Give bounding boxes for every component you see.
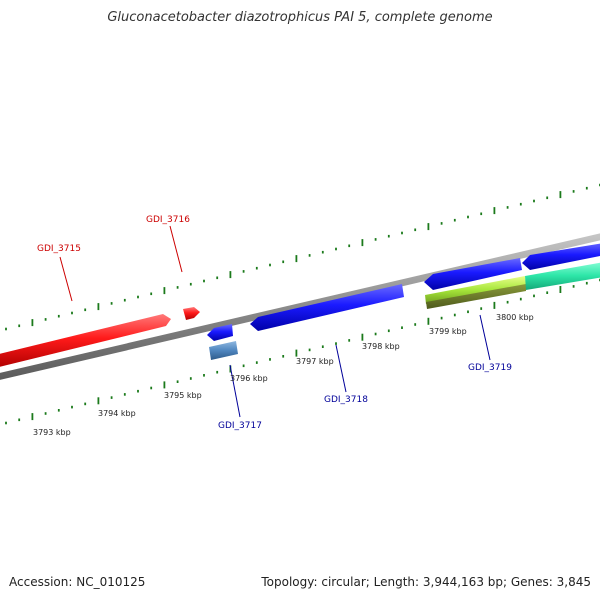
label-gdi-3719: GDI_3719 xyxy=(468,363,512,373)
leader-gdi-3717 xyxy=(229,364,241,418)
leader-gdi-3718 xyxy=(335,344,347,393)
gene-gdi-3718-arrow[interactable] xyxy=(250,284,404,331)
gene-adjacent-arrow[interactable] xyxy=(522,242,600,270)
scale-label-3796: 3796 kbp xyxy=(230,374,268,383)
forward-tick-row xyxy=(5,183,600,331)
scale-label-3795: 3795 kbp xyxy=(164,391,202,400)
label-gdi-3717: GDI_3717 xyxy=(218,421,262,431)
scale-label-3800: 3800 kbp xyxy=(496,313,534,322)
reverse-tick-row xyxy=(5,278,600,425)
gene-gdi-3717-arrow[interactable] xyxy=(207,324,233,341)
scale-label-3794: 3794 kbp xyxy=(98,409,136,418)
feature-green-band xyxy=(425,276,526,304)
label-gdi-3715: GDI_3715 xyxy=(37,244,81,254)
gene-gdi-3717-rna[interactable] xyxy=(209,341,238,360)
scale-label-3793: 3793 kbp xyxy=(33,428,71,437)
gene-gdi-3719-arrow[interactable] xyxy=(424,258,522,290)
scale-label-3797: 3797 kbp xyxy=(296,357,334,366)
scale-label-3798: 3798 kbp xyxy=(362,342,400,351)
leader-gdi-3715 xyxy=(59,256,73,302)
scale-label-3799: 3799 kbp xyxy=(429,327,467,336)
accession-text: Accession: NC_010125 xyxy=(9,575,146,589)
leader-gdi-3719 xyxy=(479,314,491,361)
map-title: Gluconacetobacter diazotrophicus PAI 5, … xyxy=(107,10,493,25)
label-gdi-3716: GDI_3716 xyxy=(146,215,190,225)
genome-summary: Topology: circular; Length: 3,944,163 bp… xyxy=(261,575,591,589)
feature-teal-band xyxy=(525,262,600,290)
leader-gdi-3716 xyxy=(169,225,183,273)
feature-olive-band xyxy=(426,284,526,309)
gene-gdi-3715-arrow[interactable] xyxy=(0,314,171,368)
genome-backbone xyxy=(0,233,600,380)
label-gdi-3718: GDI_3718 xyxy=(324,395,368,405)
gene-gdi-3716-arrow[interactable] xyxy=(183,307,200,320)
